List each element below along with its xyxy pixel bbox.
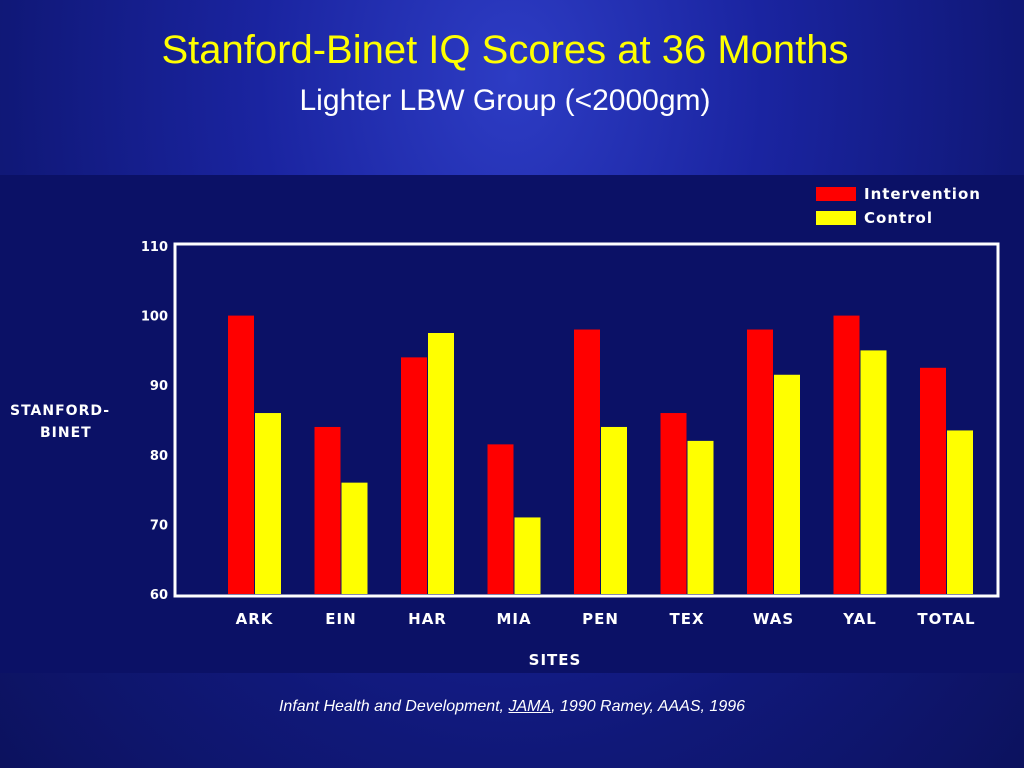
x-tick-label: MIA <box>496 610 531 628</box>
slide-title: Stanford-Binet IQ Scores at 36 Months <box>161 28 849 72</box>
citation: Infant Health and Development, JAMA, 199… <box>0 698 1024 716</box>
bar-control-pen <box>601 426 627 594</box>
x-tick-label: PEN <box>582 610 619 628</box>
chart-legend: Intervention Control <box>816 185 981 227</box>
bar-intervention-mia <box>487 444 514 594</box>
bar-control-ein <box>341 482 368 594</box>
x-tick-label: WAS <box>753 610 794 628</box>
y-tick-label: 110 <box>141 240 168 255</box>
bar-control-har <box>428 333 454 594</box>
y-tick-labels: 110 100 90 80 70 60 <box>141 240 168 603</box>
legend-label-intervention: Intervention <box>864 185 981 203</box>
bar-intervention-tex <box>660 413 687 594</box>
x-axis-label: SITES <box>529 651 582 669</box>
bar-control-mia <box>514 517 541 594</box>
y-tick-label: 100 <box>141 310 168 325</box>
citation-journal: JAMA <box>508 698 552 715</box>
x-tick-label: EIN <box>325 610 356 628</box>
y-tick-label: 80 <box>150 449 168 464</box>
bar-intervention-yal <box>833 315 860 594</box>
legend-swatch-control <box>816 211 856 225</box>
bar-intervention-ark <box>228 315 254 594</box>
legend-swatch-intervention <box>816 187 856 201</box>
x-tick-labels: ARK EIN HAR MIA PEN TEX WAS YAL TOTAL <box>236 610 975 628</box>
x-tick-label: TOTAL <box>917 610 975 628</box>
legend-label-control: Control <box>864 209 933 227</box>
bar-control-tex <box>687 440 714 594</box>
bar-control-ark <box>255 413 281 594</box>
iq-bar-chart: Intervention Control STANFORD- BINET SIT… <box>10 185 1000 669</box>
citation-text-2: , 1990 Ramey, AAAS, 1996 <box>551 698 746 715</box>
x-tick-label: YAL <box>842 610 877 628</box>
bar-control-yal <box>860 350 887 594</box>
x-tick-label: TEX <box>669 610 704 628</box>
bar-intervention-har <box>401 357 427 594</box>
bar-series <box>228 315 973 594</box>
y-tick-label: 60 <box>150 588 168 603</box>
bar-intervention-ein <box>314 426 341 594</box>
bar-intervention-pen <box>574 329 600 594</box>
x-tick-label: ARK <box>236 610 274 628</box>
bar-control-was <box>774 374 800 594</box>
y-tick-label: 90 <box>150 379 168 394</box>
chart-panel: Intervention Control STANFORD- BINET SIT… <box>0 175 1024 673</box>
citation-text-1: Infant Health and Development, <box>278 698 509 715</box>
bar-control-total <box>947 430 973 594</box>
bar-intervention-total <box>920 367 946 594</box>
y-tick-label: 70 <box>150 518 168 533</box>
x-tick-label: HAR <box>408 610 447 628</box>
y-axis-label-line2: BINET <box>40 425 92 441</box>
slide-subtitle: Lighter LBW Group (<2000gm) <box>299 84 711 117</box>
bar-intervention-was <box>747 329 773 594</box>
plot-frame <box>173 242 1000 598</box>
y-axis-label-line1: STANFORD- <box>10 403 110 419</box>
